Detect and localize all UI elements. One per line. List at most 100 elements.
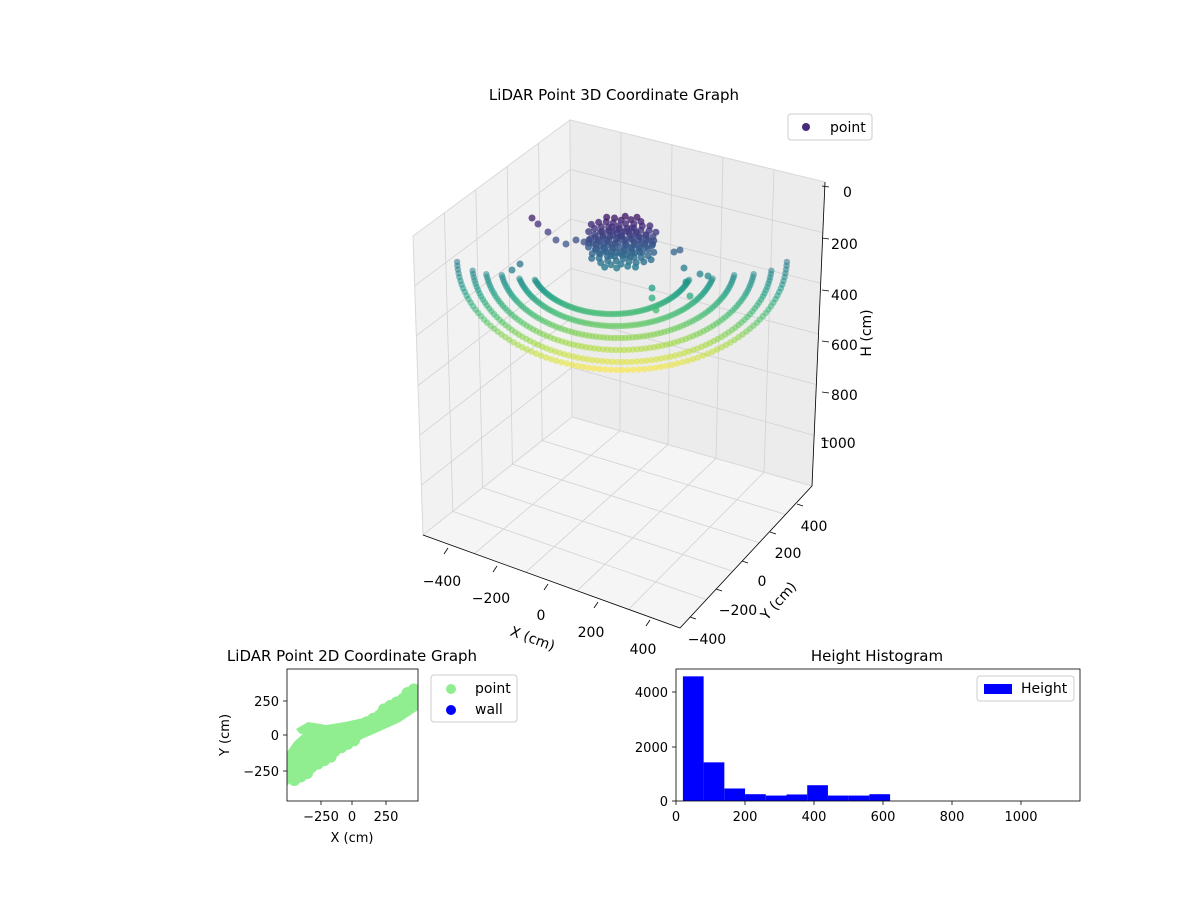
3d-grid-line [619,132,622,431]
3d-point [574,362,581,370]
3d-grid-line [667,144,673,445]
3d-x-tick-label: −200 [472,591,510,607]
3d-point [618,366,626,374]
histogram-y-tick-label: 2000 [635,741,668,756]
3d-point [533,350,540,357]
3d-point [662,354,670,361]
3d-point [453,258,461,266]
3d-x-tick-label: 0 [537,608,546,624]
3d-point [648,284,656,292]
3d-point [624,366,631,374]
3d-point [653,356,660,363]
3d-point [616,249,624,257]
3d-point [608,358,616,365]
3d-point [630,366,637,373]
histogram-bar [682,676,704,801]
3d-point [640,258,648,266]
3d-point [563,360,570,367]
3d-x-tick-label: 200 [578,625,605,641]
3d-point [553,357,560,364]
3d-point [679,359,686,366]
histogram-x-tick-label: 200 [733,810,758,825]
3d-point [579,355,587,362]
chart-histogram: Height Histogram 0 200 400 600 800 1000 … [635,647,1081,825]
3d-z-axis-label: H (cm) [859,309,875,356]
3d-point [616,225,624,232]
3d-y-tick-label: 200 [775,546,802,562]
3d-legend-frame [787,113,873,141]
3d-point [572,236,580,244]
3d-legend-label: point [830,120,866,136]
2d-y-tick-label: 0 [271,729,279,744]
3d-point [676,246,684,254]
3d-point [568,361,576,368]
histogram-x-tick-label: 400 [802,810,827,825]
3d-y-tick-label: −200 [719,603,757,619]
3d-point [694,354,702,361]
3d-point [638,357,645,365]
chart-2d: LiDAR Point 2D Coordinate Graph −250 0 2… [218,647,518,846]
3d-y-tick [769,531,777,535]
3d-point [652,364,659,371]
3d-y-tick-label: 400 [801,519,828,535]
3d-point [670,248,678,256]
3d-point [604,358,611,365]
3d-point [596,365,603,373]
3d-point [674,360,681,367]
3d-y-tick [715,588,723,592]
histogram-legend-label: Height [1021,681,1068,697]
3d-point [548,356,555,363]
2d-y-axis-label: Y (cm) [218,714,233,757]
3d-point [650,248,658,256]
3d-z-tick [821,439,830,442]
2d-x-tick-label: −250 [303,810,339,825]
3d-z-tick [821,391,830,394]
2d-x-tick-label: 0 [348,810,356,825]
3d-point [618,358,626,366]
3d-point [601,263,609,271]
histogram-bar [848,795,870,801]
3d-point [622,227,630,235]
3d-point [603,213,611,221]
2d-point-band [296,722,326,734]
histogram-ticks [672,691,1022,805]
3d-point [588,254,596,262]
3d-point [642,231,650,239]
3d-point [648,294,656,302]
chart-3d: LiDAR Point 3D Coordinate Graph −400 −20… [412,86,875,658]
histogram-legend-swatch [984,684,1012,694]
histogram-bar [724,788,746,801]
3d-point [562,240,570,248]
histogram-legend: Height [976,675,1075,702]
3d-grid-line [571,367,815,436]
chart-2d-title: LiDAR Point 2D Coordinate Graph [227,647,477,665]
3d-point [684,357,691,364]
2d-ticks [283,700,387,805]
3d-point [538,352,545,359]
histogram-frame [675,668,1081,802]
3d-grid-line [570,169,823,234]
3d-point [599,357,606,365]
3d-point [682,278,690,286]
3d-grid-line [525,444,669,573]
3d-point [650,237,658,245]
3d-point [627,216,635,224]
2d-legend-marker-wall [446,705,456,715]
3d-grid-line [512,463,760,544]
3d-x-tick-label: −400 [423,574,461,590]
3d-point [647,256,655,264]
3d-point [624,262,632,270]
3d-point [709,348,716,355]
2d-legend-label: point [475,681,511,697]
3d-point [601,366,609,373]
3d-point [469,267,476,274]
3d-z-tick [821,340,830,343]
3d-point [663,362,670,370]
3d-y-tick-label: 0 [758,574,767,590]
3d-point [585,243,592,251]
3d-point [638,248,646,256]
3d-point [680,264,688,272]
3d-point [652,228,660,236]
3d-point [585,228,593,236]
3d-point [689,356,696,363]
